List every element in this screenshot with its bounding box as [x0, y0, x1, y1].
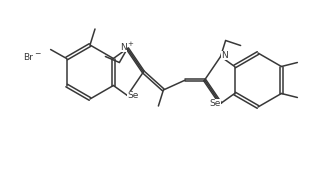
Text: Se: Se — [128, 91, 139, 100]
Text: +: + — [127, 41, 133, 47]
Text: Br: Br — [23, 53, 33, 61]
Text: N: N — [120, 43, 127, 52]
Text: Se: Se — [209, 99, 220, 108]
Text: −: − — [34, 50, 40, 59]
Text: N: N — [221, 51, 228, 60]
